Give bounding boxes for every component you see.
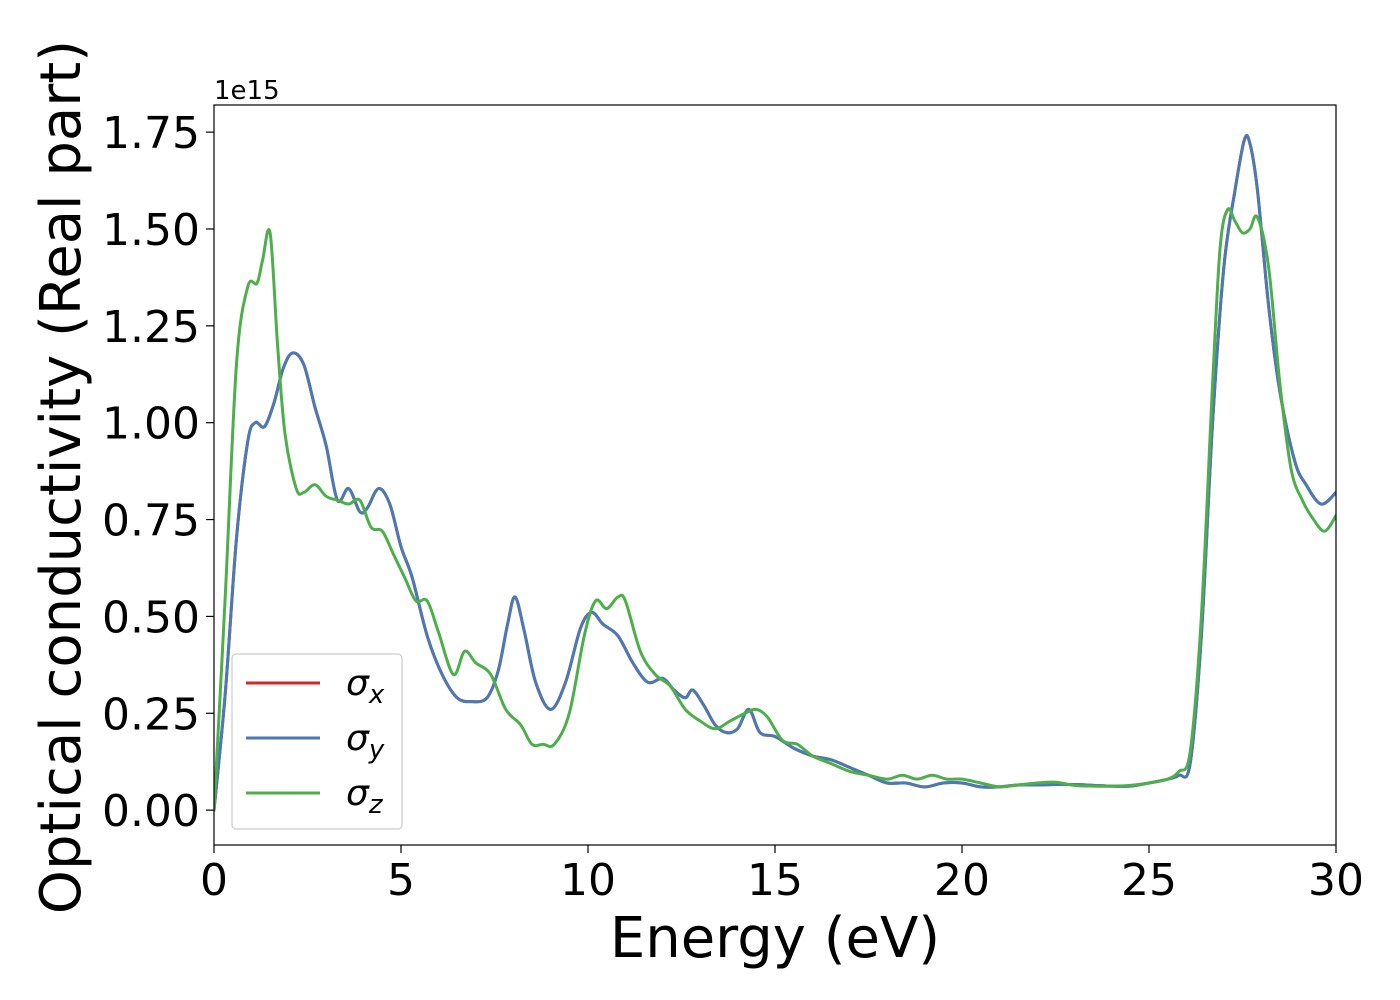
y-tick-label: 0.00 — [102, 786, 200, 837]
legend-label-y: σy — [346, 718, 385, 765]
y-axis-label: Optical conductivity (Real part) — [29, 40, 94, 914]
x-tick-label: 20 — [934, 855, 990, 906]
legend-label-z: σz — [346, 773, 384, 820]
y-offset-text: 1e15 — [214, 76, 280, 106]
y-tick-label: 1.50 — [102, 205, 200, 256]
legend: σx σy σz — [231, 653, 403, 830]
series-line-z — [214, 207, 1336, 812]
x-axis-ticks: 0 5 10 15 20 25 30 — [200, 845, 1364, 906]
x-tick-label: 30 — [1308, 855, 1364, 906]
series-layer — [214, 133, 1336, 812]
x-axis-label: Energy (eV) — [610, 906, 940, 971]
x-tick-label: 0 — [200, 855, 228, 906]
x-tick-label: 5 — [387, 855, 415, 906]
x-tick-label: 15 — [747, 855, 803, 906]
x-tick-label: 25 — [1121, 855, 1177, 906]
y-tick-label: 1.25 — [102, 302, 200, 353]
legend-label-x: σx — [346, 663, 385, 710]
legend-box — [231, 653, 403, 830]
x-tick-label: 10 — [560, 855, 616, 906]
y-tick-label: 1.00 — [102, 399, 200, 450]
y-axis-ticks: 0.00 0.25 0.50 0.75 1.00 1.25 1.50 1.75 — [102, 108, 214, 837]
y-tick-label: 0.25 — [102, 689, 200, 740]
y-tick-label: 0.50 — [102, 592, 200, 643]
y-tick-label: 0.75 — [102, 496, 200, 547]
y-tick-label: 1.75 — [102, 108, 200, 159]
